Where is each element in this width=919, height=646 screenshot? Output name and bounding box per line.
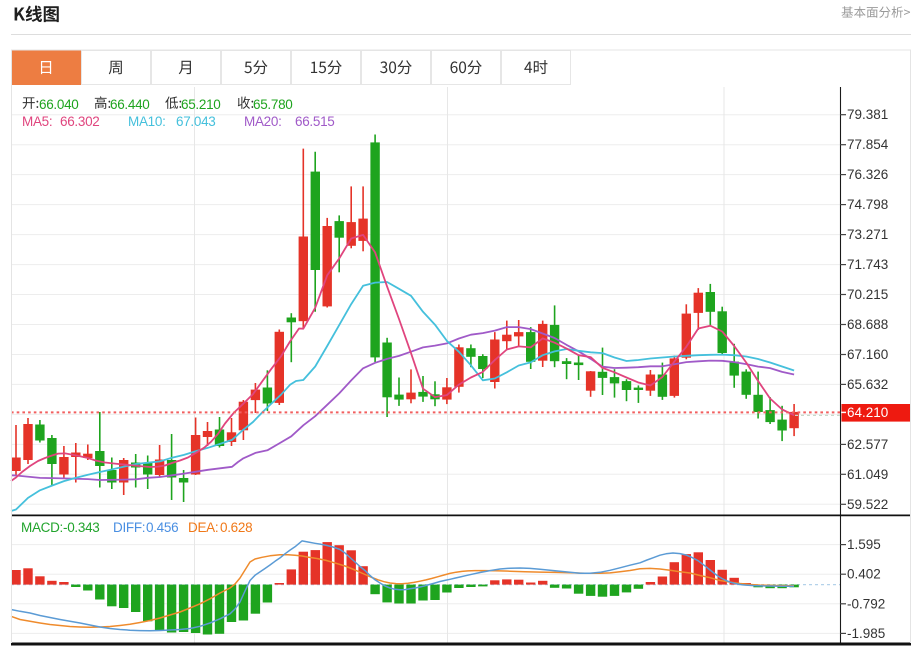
svg-text:-0.792: -0.792 — [847, 596, 885, 611]
svg-text:1.595: 1.595 — [847, 537, 881, 552]
svg-text:64.210: 64.210 — [847, 405, 888, 420]
svg-text:0.402: 0.402 — [847, 567, 881, 582]
svg-text:76.326: 76.326 — [847, 167, 888, 182]
svg-text:71.743: 71.743 — [847, 257, 888, 272]
svg-text:74.798: 74.798 — [847, 197, 888, 212]
svg-text:61.049: 61.049 — [847, 467, 888, 482]
svg-text:73.271: 73.271 — [847, 227, 888, 242]
svg-text:68.688: 68.688 — [847, 317, 888, 332]
svg-text:79.381: 79.381 — [847, 107, 888, 122]
svg-text:59.522: 59.522 — [847, 497, 888, 512]
svg-text:62.577: 62.577 — [847, 437, 888, 452]
svg-text:77.854: 77.854 — [847, 137, 889, 152]
svg-text:-1.985: -1.985 — [847, 626, 885, 641]
svg-text:70.215: 70.215 — [847, 287, 888, 302]
svg-text:67.160: 67.160 — [847, 347, 888, 362]
svg-text:65.632: 65.632 — [847, 377, 888, 392]
